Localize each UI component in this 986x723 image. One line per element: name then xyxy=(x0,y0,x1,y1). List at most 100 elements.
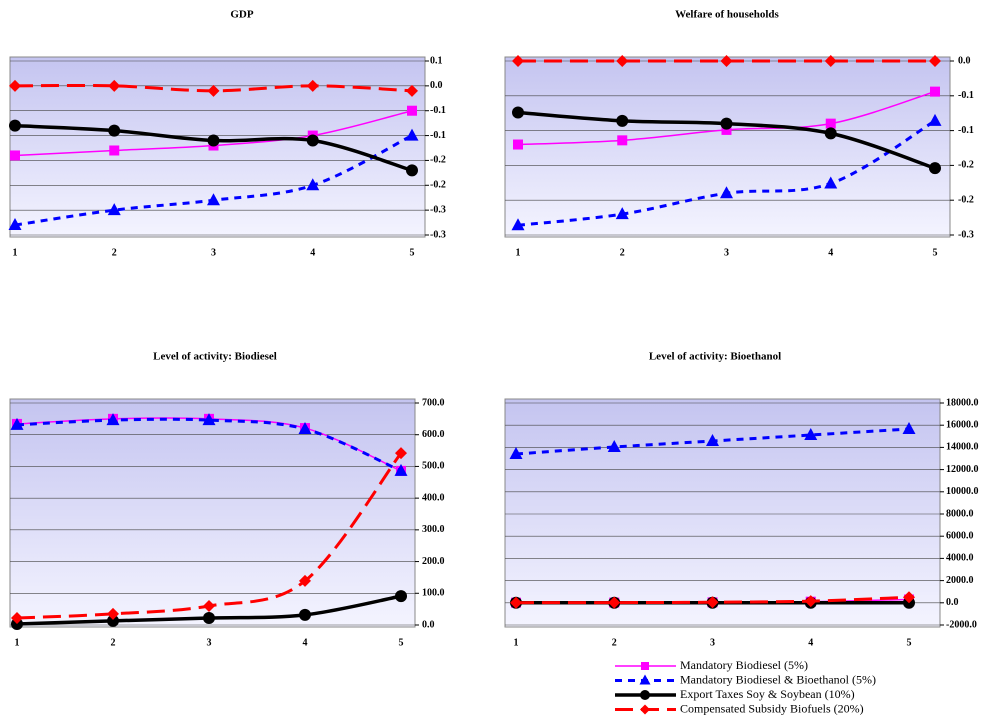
marker xyxy=(9,119,21,132)
marker xyxy=(616,114,629,127)
marker xyxy=(930,86,940,97)
marker xyxy=(615,207,629,220)
chart-title: Level of activity: Biodiesel xyxy=(153,351,277,363)
marker xyxy=(107,203,121,216)
marker xyxy=(824,55,837,67)
marker xyxy=(306,79,319,92)
chart-panel: Level of activity: Bioethanol18000.01600… xyxy=(504,351,979,648)
marker xyxy=(107,614,119,627)
y-tick-label: 100.0 xyxy=(422,588,445,599)
marker xyxy=(203,612,215,625)
marker xyxy=(511,218,525,231)
legend-marker xyxy=(640,690,650,700)
x-tick-label: 3 xyxy=(207,637,212,648)
x-tick-label: 1 xyxy=(516,247,521,258)
marker xyxy=(306,178,320,191)
marker xyxy=(11,618,23,631)
y-tick-label: 8000.0 xyxy=(946,508,974,519)
y-tick-label: -0.1 xyxy=(958,125,974,136)
marker xyxy=(107,607,119,620)
marker xyxy=(513,139,523,150)
y-tick-label: -0.3 xyxy=(430,204,446,215)
marker xyxy=(509,447,523,460)
x-tick-label: 5 xyxy=(907,637,912,648)
marker xyxy=(8,218,22,231)
marker xyxy=(395,590,407,603)
plot-area xyxy=(9,398,416,628)
marker xyxy=(11,612,23,625)
y-tick-label: -0.2 xyxy=(958,160,974,171)
marker xyxy=(406,84,418,97)
legend-label: Mandatory Biodiesel (5%) xyxy=(680,658,808,672)
x-tick-label: 4 xyxy=(808,637,813,648)
y-tick-label: -0.1 xyxy=(958,90,974,101)
marker xyxy=(825,118,836,129)
x-tick-label: 4 xyxy=(310,247,315,258)
marker xyxy=(298,422,312,435)
chart-panel: Level of activity: Biodiesel700.0600.050… xyxy=(9,351,445,648)
marker xyxy=(617,135,628,146)
legend-label: Export Taxes Soy & Soybean (10%) xyxy=(680,687,855,701)
x-tick-label: 3 xyxy=(710,637,715,648)
marker xyxy=(10,417,24,430)
x-tick-label: 3 xyxy=(211,247,216,258)
x-tick-label: 3 xyxy=(724,247,729,258)
marker xyxy=(106,413,120,426)
chart-panel: GDP 0.1 0.0 -0.1 -0.1 -0.2 -0.2 -0.3 -0.3 1 2 3 4 5 xyxy=(8,9,446,258)
marker xyxy=(407,105,417,116)
y-tick-label: 0.1 xyxy=(430,55,443,66)
y-tick-label: 300.0 xyxy=(422,524,445,535)
marker xyxy=(929,55,941,67)
marker xyxy=(394,463,408,476)
marker xyxy=(108,79,121,92)
x-tick-label: 4 xyxy=(828,247,833,258)
marker xyxy=(706,434,719,447)
marker xyxy=(928,113,942,126)
marker xyxy=(306,134,319,147)
y-tick-label: -0.1 xyxy=(430,105,446,116)
y-tick-label: -0.2 xyxy=(430,155,446,166)
legend-label: Compensated Subsidy Biofuels (20%) xyxy=(680,701,864,715)
y-tick-label: 14000.0 xyxy=(946,442,979,453)
marker xyxy=(299,574,311,587)
y-tick-label: -0.3 xyxy=(958,229,974,240)
y-tick-label: 10000.0 xyxy=(946,486,979,497)
marker xyxy=(9,79,21,92)
marker xyxy=(721,124,732,135)
marker xyxy=(804,428,818,441)
marker xyxy=(203,599,215,612)
y-tick-label: 200.0 xyxy=(422,556,445,567)
marker xyxy=(510,596,522,609)
marker xyxy=(804,595,817,608)
y-tick-label: -0.1 xyxy=(430,130,446,141)
x-tick-label: 1 xyxy=(13,247,18,258)
y-tick-label: 0.0 xyxy=(958,55,971,66)
legend-marker xyxy=(639,674,651,685)
legend-marker xyxy=(640,704,650,715)
x-tick-label: 5 xyxy=(399,637,404,648)
y-tick-label: -0.2 xyxy=(430,180,446,191)
marker xyxy=(720,186,733,199)
plot-area xyxy=(504,398,941,628)
marker xyxy=(406,164,418,177)
y-tick-label: 2000.0 xyxy=(946,575,974,586)
y-tick-label: 600.0 xyxy=(422,429,445,440)
x-tick-label: 2 xyxy=(111,637,116,648)
x-tick-label: 2 xyxy=(612,637,617,648)
legend-label: Mandatory Biodiesel & Bioethanol (5%) xyxy=(680,672,876,686)
series-line xyxy=(16,417,402,473)
chart-panel: Welfare of households 0.0 -0.1 -0.1 -0.2 -0.2… xyxy=(504,9,974,258)
marker xyxy=(512,55,524,67)
marker xyxy=(512,106,524,119)
marker xyxy=(207,84,220,97)
marker xyxy=(395,447,407,460)
marker xyxy=(706,596,719,609)
marker xyxy=(202,413,216,426)
x-tick-label: 1 xyxy=(15,637,20,648)
y-tick-label: -2000.0 xyxy=(946,619,977,630)
marker xyxy=(824,176,838,189)
y-tick-label: 400.0 xyxy=(422,492,445,503)
marker xyxy=(207,193,220,206)
x-tick-label: 2 xyxy=(112,247,117,258)
y-tick-label: 18000.0 xyxy=(946,397,979,408)
